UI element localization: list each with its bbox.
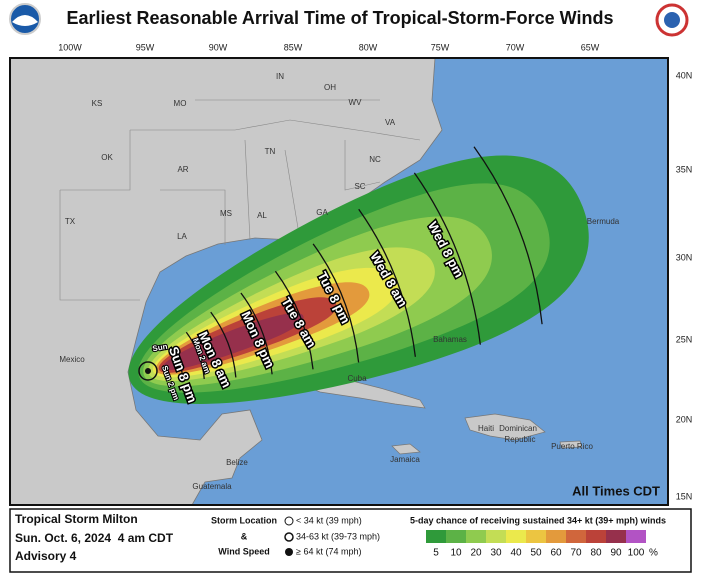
place-label: IN	[276, 72, 284, 81]
scale-label: 30	[490, 548, 502, 559]
title: Earliest Reasonable Arrival Time of Trop…	[67, 8, 614, 28]
scale-label: 5	[433, 548, 439, 559]
hispaniola	[464, 413, 546, 441]
key-title: Storm Location	[211, 515, 277, 525]
place-label: Haiti	[478, 424, 494, 433]
probability-swath	[128, 146, 589, 404]
scale-label: 70	[570, 548, 582, 559]
arrival-label: Sun	[152, 342, 169, 354]
scale-swatch	[486, 530, 506, 543]
map-frame	[9, 57, 669, 506]
place-label: MO	[174, 99, 187, 108]
key-item: < 34 kt (39 mph)	[296, 515, 362, 525]
storm-center	[145, 368, 151, 374]
place-label: WV	[349, 98, 363, 107]
scale-title: 5-day chance of receiving sustained 34+ …	[410, 515, 666, 525]
puerto-rico	[559, 440, 583, 449]
lon-label: 90W	[209, 42, 228, 52]
place-label: Puerto Rico	[551, 442, 593, 451]
lat-label: 35N	[676, 164, 693, 174]
key-title: &	[241, 531, 248, 541]
lat-label: 20N	[676, 414, 693, 424]
place-label: Mexico	[59, 355, 85, 364]
time-note: All Times CDT	[572, 483, 660, 498]
lon-label: 100W	[58, 42, 82, 52]
map: KS MO IN OH WV VA TN NC OK AR SC TX MS A…	[10, 58, 668, 505]
key-title: Wind Speed	[218, 546, 269, 556]
key-item: 34-63 kt (39-73 mph)	[296, 531, 380, 541]
place-label: SC	[354, 182, 365, 191]
place-label: Jamaica	[390, 455, 420, 464]
scale-unit: %	[649, 548, 658, 559]
place-label: TN	[265, 147, 276, 156]
lon-label: 85W	[284, 42, 303, 52]
scale-label: 50	[530, 548, 542, 559]
scale-swatch	[466, 530, 486, 543]
lat-label: 15N	[676, 491, 693, 501]
scale-swatch	[506, 530, 526, 543]
scale-label: 100	[628, 548, 645, 559]
legend: Tropical Storm Milton Sun. Oct. 6, 2024 …	[9, 508, 692, 573]
scale-label: 20	[470, 548, 482, 559]
storm-name: Tropical Storm Milton	[15, 512, 138, 526]
lat-label: 40N	[676, 70, 693, 80]
scale-swatch	[626, 530, 646, 543]
scale-label: 40	[510, 548, 522, 559]
lon-label: 75W	[431, 42, 450, 52]
scale-swatch	[546, 530, 566, 543]
place-labels: KS MO IN OH WV VA TN NC OK AR SC TX MS A…	[59, 72, 619, 491]
scale-label: 10	[450, 548, 462, 559]
scale-swatch	[566, 530, 586, 543]
scale-swatch	[606, 530, 626, 543]
noaa-logo-bird	[12, 15, 38, 26]
scale-swatch	[526, 530, 546, 543]
scale-label: 60	[550, 548, 562, 559]
scale-swatch	[586, 530, 606, 543]
place-label: Bermuda	[587, 217, 620, 226]
place-label: AL	[257, 211, 267, 220]
lat-labels: 40N 35N 30N 25N 20N 15N	[676, 70, 693, 501]
place-label: OK	[101, 153, 113, 162]
place-label: TX	[65, 217, 76, 226]
scale-label: 80	[590, 548, 602, 559]
place-label: Belize	[226, 458, 248, 467]
lon-label: 95W	[136, 42, 155, 52]
issued: Sun. Oct. 6, 2024 4 am CDT	[15, 531, 174, 545]
lat-label: 25N	[676, 334, 693, 344]
time-lines	[170, 146, 543, 380]
place-label: Cuba	[347, 374, 367, 383]
place-label: Guatemala	[192, 482, 232, 491]
scale-label: 90	[610, 548, 622, 559]
place-label: Bahamas	[433, 335, 467, 344]
jamaica	[391, 443, 421, 455]
key-symbol	[284, 532, 294, 542]
place-label: AR	[177, 165, 188, 174]
lat-label: 30N	[676, 252, 693, 262]
nws-logo-center	[664, 12, 680, 28]
place-label: NC	[369, 155, 381, 164]
band-90	[162, 313, 304, 371]
advisory: Advisory 4	[15, 549, 77, 563]
lon-label: 80W	[359, 42, 378, 52]
place-label: Republic	[504, 435, 535, 444]
place-label: OH	[324, 83, 336, 92]
place-label: LA	[177, 232, 187, 241]
lon-label: 70W	[506, 42, 525, 52]
scale-swatch	[446, 530, 466, 543]
key-symbol	[285, 548, 293, 556]
lon-labels: 100W 95W 90W 85W 80W 75W 70W 65W	[58, 42, 600, 52]
place-label: MS	[220, 209, 232, 218]
scale: 5 10 20 30 40 50 60 70 80 90 100%	[426, 530, 658, 559]
borders	[59, 99, 421, 301]
key-item: ≥ 64 kt (74 mph)	[296, 546, 361, 556]
place-label: KS	[92, 99, 103, 108]
place-label: GA	[316, 208, 328, 217]
scale-swatch	[426, 530, 446, 543]
storm-center-ring	[138, 361, 158, 381]
key-symbol	[284, 516, 294, 526]
place-label: Dominican	[499, 424, 537, 433]
place-label: VA	[385, 118, 396, 127]
lon-label: 65W	[581, 42, 600, 52]
